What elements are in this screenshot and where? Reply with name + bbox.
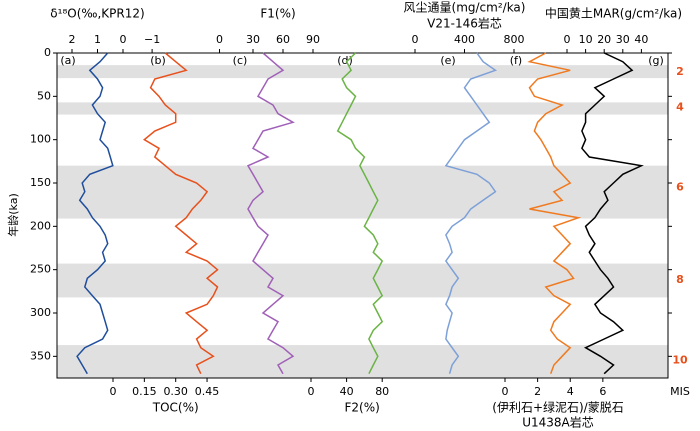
x-tick-label: 30 bbox=[616, 33, 630, 46]
x-tick-label: 0 bbox=[502, 385, 509, 398]
x-tick-label: 400 bbox=[454, 33, 475, 46]
data-line bbox=[527, 52, 582, 374]
axis-title: F2(%) bbox=[345, 401, 380, 415]
x-tick-label: 40 bbox=[340, 385, 354, 398]
y-axis-label: 年龄(ka) bbox=[6, 193, 20, 237]
glacial-band bbox=[57, 345, 668, 378]
y-tick-label: 150 bbox=[30, 176, 51, 189]
x-tick-label: 0 bbox=[412, 33, 419, 46]
mis-stage: 10 bbox=[672, 354, 688, 367]
axis-title: 风尘通量(mg/cm²/ka) bbox=[404, 1, 526, 15]
x-tick-label: 1 bbox=[94, 33, 101, 46]
data-line bbox=[246, 52, 295, 375]
axis-title: 中国黄土MAR(g/cm²/ka) bbox=[545, 6, 682, 21]
y-tick-label: 300 bbox=[30, 306, 51, 319]
data-line bbox=[336, 52, 384, 375]
y-tick-label: 0 bbox=[44, 46, 51, 59]
data-line bbox=[142, 52, 219, 375]
glacial-band bbox=[57, 102, 668, 115]
y-tick-label: 50 bbox=[37, 89, 51, 102]
x-tick-label: 10 bbox=[579, 33, 593, 46]
data-line bbox=[444, 52, 498, 374]
axis-title: TOC(%) bbox=[152, 401, 199, 415]
x-top-tick-label: 0 bbox=[216, 33, 223, 46]
x-tick-label: 0 bbox=[120, 33, 127, 46]
y-tick-label: 100 bbox=[30, 133, 51, 146]
mis-stage: 8 bbox=[676, 273, 684, 286]
x-tick-label: 20 bbox=[597, 33, 611, 46]
plot-frame bbox=[56, 52, 669, 379]
axis-title: F1(%) bbox=[260, 7, 295, 21]
glacial-band bbox=[57, 165, 668, 219]
panel-label: (b) bbox=[150, 54, 166, 67]
x-tick-label: 0.30 bbox=[163, 385, 188, 398]
x-tick-label: 2 bbox=[69, 33, 76, 46]
x-tick-label: 60 bbox=[276, 33, 290, 46]
x-top-tick-label: −1 bbox=[144, 33, 160, 46]
mis-stage: 4 bbox=[676, 101, 684, 114]
axis-title: V21-146岩芯 bbox=[427, 16, 502, 31]
x-tick-label: 0 bbox=[308, 385, 315, 398]
glacial-band bbox=[57, 263, 668, 298]
mis-stage: 6 bbox=[676, 180, 684, 193]
x-tick-label: 80 bbox=[375, 385, 389, 398]
x-tick-label: 0 bbox=[110, 385, 117, 398]
panel-label: (d) bbox=[337, 54, 353, 67]
y-tick-label: 350 bbox=[30, 349, 51, 362]
panel-label: (c) bbox=[233, 54, 248, 67]
x-tick-label: 90 bbox=[306, 33, 320, 46]
axis-title: U1438A岩芯 bbox=[522, 415, 594, 430]
data-line bbox=[76, 52, 114, 375]
x-tick-label: 6 bbox=[599, 385, 606, 398]
panel-label: (a) bbox=[60, 54, 75, 67]
data-line bbox=[581, 52, 644, 375]
axis-title: (伊利石+绿泥石)/蒙脱石 bbox=[492, 400, 623, 415]
panel-label: (e) bbox=[440, 54, 455, 67]
mis-stage: 2 bbox=[676, 65, 684, 78]
x-tick-label: 2 bbox=[534, 385, 541, 398]
panel-label: (f) bbox=[510, 54, 522, 67]
x-tick-label: 0.15 bbox=[132, 385, 157, 398]
x-tick-label: 0.45 bbox=[195, 385, 220, 398]
x-tick-label: 0 bbox=[564, 33, 571, 46]
x-tick-label: 800 bbox=[504, 33, 525, 46]
x-tick-label: 4 bbox=[567, 385, 574, 398]
x-tick-label: 40 bbox=[634, 33, 648, 46]
glacial-band bbox=[57, 65, 668, 79]
y-tick-label: 250 bbox=[30, 263, 51, 276]
panel-label: (g) bbox=[648, 54, 664, 67]
mis-label: MIS bbox=[670, 385, 690, 398]
y-tick-label: 200 bbox=[30, 219, 51, 232]
x-tick-label: 30 bbox=[246, 33, 260, 46]
axis-title: δ¹⁸O(‰,KPR12) bbox=[50, 7, 144, 21]
